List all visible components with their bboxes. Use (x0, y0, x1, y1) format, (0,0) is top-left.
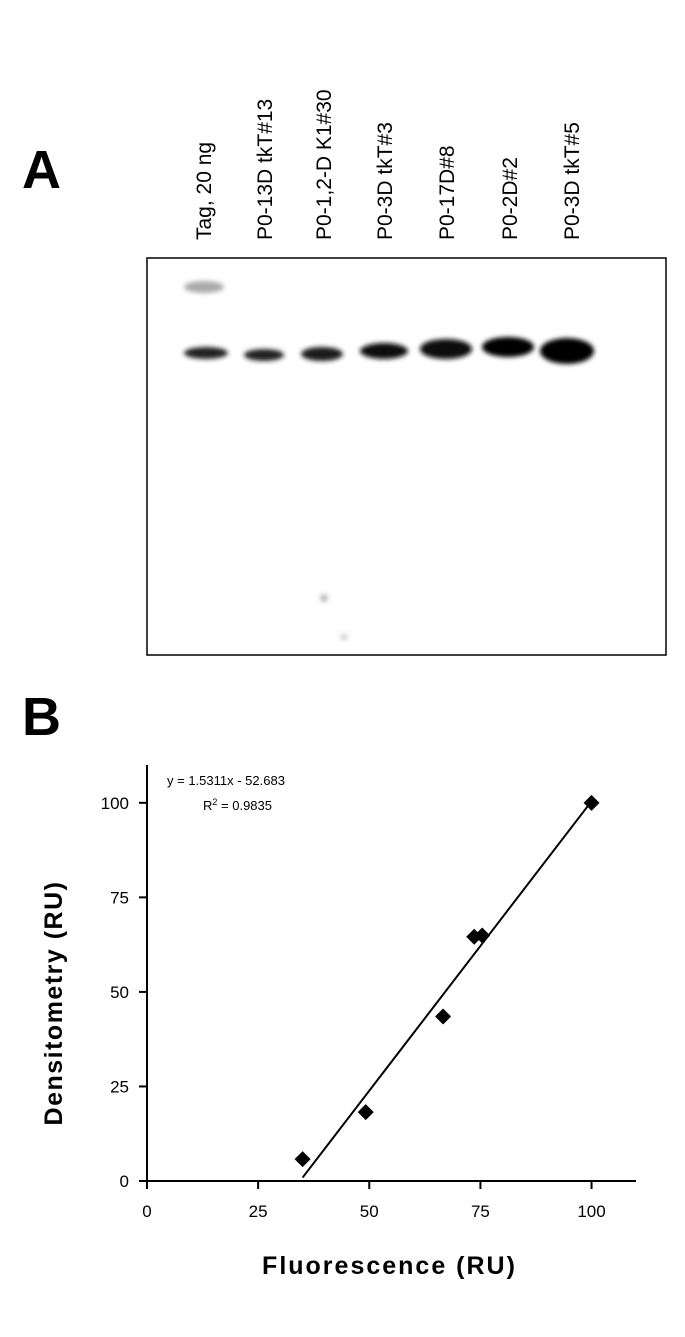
speck (340, 634, 348, 640)
panel-label: A (22, 140, 61, 200)
data-point (357, 1104, 374, 1121)
band (184, 347, 228, 359)
y-tick-label: 100 (101, 794, 129, 813)
fit-equation: y = 1.5311x - 52.683 (167, 773, 285, 788)
x-axis-label: Fluorescence (RU) (262, 1252, 517, 1280)
data-point (474, 927, 491, 944)
lane-label: P0-1,2-D K1#30 (313, 89, 336, 240)
band (360, 343, 408, 359)
band (244, 349, 284, 361)
scatter-plot: 0 25 50 75 100 0 25 50 75 100 Fluorescence (RU) Den… (40, 765, 636, 1280)
lane-label: P0-13D tkT#13 (254, 99, 277, 240)
r2-prefix: R (203, 798, 212, 813)
r2-value: = 0.9835 (217, 798, 272, 813)
lane-label: Tag, 20 ng (193, 142, 216, 240)
speck (320, 594, 328, 602)
lane-label: P0-2D#2 (499, 157, 522, 240)
fit-r2: R2 = 0.9835 (203, 797, 272, 813)
band (420, 339, 472, 359)
data-point (435, 1008, 452, 1025)
lane-label: P0-17D#8 (436, 145, 459, 240)
data-point (294, 1151, 311, 1168)
x-tick-label: 25 (249, 1202, 268, 1221)
r2-power: 2 (212, 797, 217, 807)
fit-line (301, 800, 593, 1179)
lane-label: P0-3D tkT#3 (374, 122, 397, 240)
x-tick-label: 50 (360, 1202, 379, 1221)
y-tick-label: 75 (110, 888, 129, 907)
data-point (583, 794, 600, 811)
band (301, 347, 343, 361)
band (540, 338, 594, 364)
y-tick-label: 25 (110, 1077, 129, 1096)
lane-labels: Tag, 20 ng P0-13D tkT#13 P0-1,2-D K1#30 P0-… (193, 89, 584, 240)
x-tick-label: 75 (471, 1202, 490, 1221)
y-tick-label: 50 (110, 983, 129, 1002)
lane-label: P0-3D tkT#5 (561, 122, 584, 240)
x-tick-label: 0 (142, 1202, 151, 1221)
band (184, 281, 224, 293)
y-axis-label: Densitometry (RU) (40, 881, 68, 1126)
band (482, 337, 534, 357)
y-tick-label: 0 (120, 1172, 129, 1191)
x-tick-label: 100 (577, 1202, 605, 1221)
panel-label: B (22, 687, 61, 747)
blot-frame (146, 257, 667, 656)
blot-bands (184, 281, 594, 640)
